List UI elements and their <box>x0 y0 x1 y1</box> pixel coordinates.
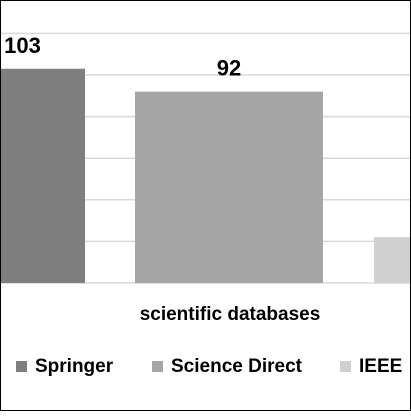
legend-label-ieee: IEEE <box>359 356 402 377</box>
bar-ieee <box>374 237 411 283</box>
legend-label-science-direct: Science Direct <box>171 356 303 377</box>
legend-swatch-springer <box>16 361 27 372</box>
data-labels-layer: 103 92 <box>4 33 241 81</box>
bars-layer <box>0 68 411 283</box>
bar-science-direct <box>135 91 323 283</box>
legend-swatch-science-direct <box>152 361 163 372</box>
x-axis-label: scientific databases <box>140 304 321 325</box>
bar-springer <box>0 68 85 283</box>
legend-label-springer: Springer <box>35 356 114 377</box>
legend: Springer Science Direct IEEE <box>16 356 402 377</box>
data-label-springer: 103 <box>4 33 41 58</box>
data-label-science-direct: 92 <box>217 56 241 81</box>
legend-swatch-ieee <box>340 361 351 372</box>
